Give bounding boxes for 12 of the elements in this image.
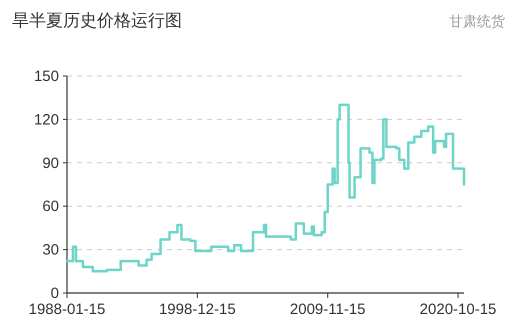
y-tick-label: 0 [50, 285, 59, 302]
x-tick-label: 1998-12-15 [158, 301, 236, 318]
y-tick-label: 30 [42, 242, 59, 259]
x-tick-label: 1988-01-15 [28, 301, 106, 318]
chart-subtitle: 甘肃统货 [449, 13, 505, 29]
y-tick-label: 150 [34, 68, 59, 85]
y-tick-label: 120 [34, 111, 59, 128]
x-tick-label: 2009-11-15 [290, 301, 366, 318]
chart-title: 旱半夏历史价格运行图 [12, 11, 182, 30]
x-tick-label: 2020-10-15 [420, 301, 496, 318]
y-tick-label: 90 [42, 154, 59, 172]
y-tick-label: 60 [42, 198, 59, 216]
